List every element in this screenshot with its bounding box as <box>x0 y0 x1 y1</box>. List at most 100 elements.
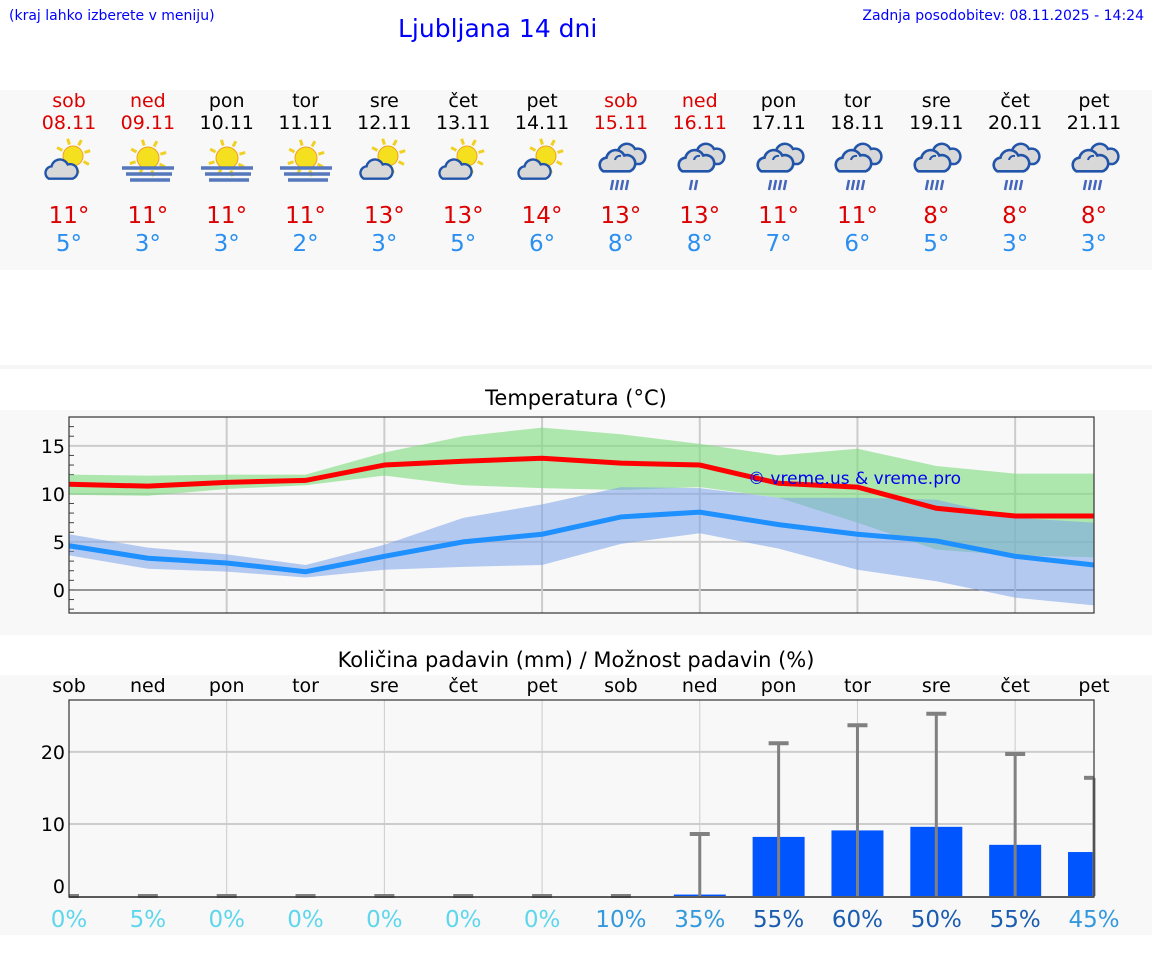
plot-frame <box>68 699 1095 898</box>
watermark: © vreme.us & vreme.pro <box>748 469 961 489</box>
max-temp-line <box>68 455 1094 519</box>
temp-min: 3° <box>134 231 161 257</box>
y-tick-label: 15 <box>41 436 65 458</box>
rain-icon <box>975 134 1055 194</box>
y-tick-label: 10 <box>41 484 65 506</box>
day-column: sre 19.11 8° 5° <box>896 90 976 258</box>
day-date: 17.11 <box>751 112 806 134</box>
rain-icon <box>739 134 819 194</box>
min-temp-line <box>68 509 1095 575</box>
day-column: ned 09.11 11° 3° <box>108 90 188 258</box>
y-tick-label: 10 <box>41 814 65 836</box>
location-hint: (kraj lahko izberete v meniju) <box>9 8 215 24</box>
day-column: sob 08.11 11° 5° <box>29 90 109 258</box>
partly-cloudy-icon <box>423 134 503 194</box>
day-date: 14.11 <box>514 112 570 134</box>
precip-bar <box>1068 852 1094 896</box>
last-updated: Zadnja posodobitev: 08.11.2025 - 14:24 <box>862 8 1144 24</box>
day-date: 21.11 <box>1066 112 1122 134</box>
divider <box>0 365 1152 369</box>
sun-fog-icon <box>108 134 188 194</box>
temp-min: 3° <box>213 231 240 257</box>
temp-min: 5° <box>923 231 950 257</box>
partly-cloudy-icon <box>344 134 424 194</box>
sun-fog-icon <box>266 134 346 194</box>
precip-probability: 0% <box>524 907 561 933</box>
day-name: čet <box>448 90 479 112</box>
precipitation-chart-title: Količina padavin (mm) / Možnost padavin … <box>337 648 815 672</box>
y-tick-label: 20 <box>41 742 65 764</box>
day-label: sob <box>52 675 86 697</box>
day-name: tor <box>844 90 871 112</box>
day-name: sob <box>52 90 86 112</box>
page-title: Ljubljana 14 dni <box>398 14 598 43</box>
precip-probability: 0% <box>287 907 324 933</box>
day-label: sre <box>922 675 951 697</box>
temp-min: 2° <box>292 231 319 257</box>
temp-min: 7° <box>765 231 792 257</box>
day-label: pet <box>1078 675 1109 697</box>
precip-probability: 0% <box>445 907 482 933</box>
precip-probability: 50% <box>911 907 962 933</box>
temp-max: 11° <box>48 203 90 229</box>
temp-max: 13° <box>679 203 721 229</box>
day-column: čet 20.11 8° 3° <box>975 90 1055 258</box>
precip-probability: 35% <box>674 907 725 933</box>
day-label: pet <box>526 675 557 697</box>
temp-max: 14° <box>521 203 563 229</box>
day-date: 13.11 <box>436 112 491 134</box>
day-name: sob <box>604 90 638 112</box>
day-label: sre <box>370 675 399 697</box>
precip-probability: 10% <box>595 907 646 933</box>
min-temp-band <box>69 487 1094 606</box>
day-date: 18.11 <box>830 112 885 134</box>
temp-min: 5° <box>55 231 83 257</box>
day-date: 08.11 <box>41 112 97 134</box>
day-column: pet 21.11 8° 3° <box>1054 90 1134 258</box>
day-date: 15.11 <box>593 112 649 134</box>
day-column: pon 10.11 11° 3° <box>187 90 267 258</box>
day-label: pon <box>209 675 245 697</box>
day-column: sre 12.11 13° 3° <box>344 90 424 258</box>
precip-probability: 5% <box>130 907 167 933</box>
rain-icon <box>817 134 897 194</box>
day-label: tor <box>292 675 319 697</box>
day-name: pon <box>208 90 245 112</box>
day-date: 12.11 <box>357 112 412 134</box>
temp-min: 6° <box>528 231 556 257</box>
precip-probability: 45% <box>1068 907 1119 933</box>
temp-max: 11° <box>285 203 326 229</box>
y-tick-label: 5 <box>53 532 65 554</box>
day-name: sre <box>921 90 951 112</box>
temp-max: 11° <box>206 203 248 229</box>
day-column: tor 11.11 11° 2° <box>266 90 346 258</box>
temp-min: 3° <box>1002 231 1029 257</box>
light-rain-icon <box>660 134 740 194</box>
day-column: pon 17.11 11° 7° <box>739 90 819 258</box>
temp-min: 3° <box>371 231 398 257</box>
day-name: pon <box>760 90 797 112</box>
day-column: tor 18.11 11° 6° <box>817 90 897 258</box>
temp-max: 13° <box>363 203 405 229</box>
precip-probability: 55% <box>990 907 1041 933</box>
day-name: pet <box>526 90 558 112</box>
day-column: ned 16.11 13° 8° <box>660 90 740 258</box>
day-label: čet <box>1000 675 1030 697</box>
temp-max: 8° <box>1080 203 1108 229</box>
precip-probability: 60% <box>832 907 883 933</box>
day-date: 20.11 <box>987 112 1043 134</box>
temp-max: 11° <box>127 203 169 229</box>
rain-icon <box>896 134 976 194</box>
temp-min: 8° <box>686 231 713 257</box>
day-label: pon <box>761 675 797 697</box>
precip-probability: 55% <box>753 907 804 933</box>
day-name: sre <box>369 90 399 112</box>
temp-min: 3° <box>1080 231 1108 257</box>
day-date: 11.11 <box>278 112 333 134</box>
day-name: čet <box>1000 90 1030 112</box>
day-label: ned <box>682 675 718 697</box>
day-name: ned <box>129 90 166 112</box>
day-label: tor <box>844 675 871 697</box>
